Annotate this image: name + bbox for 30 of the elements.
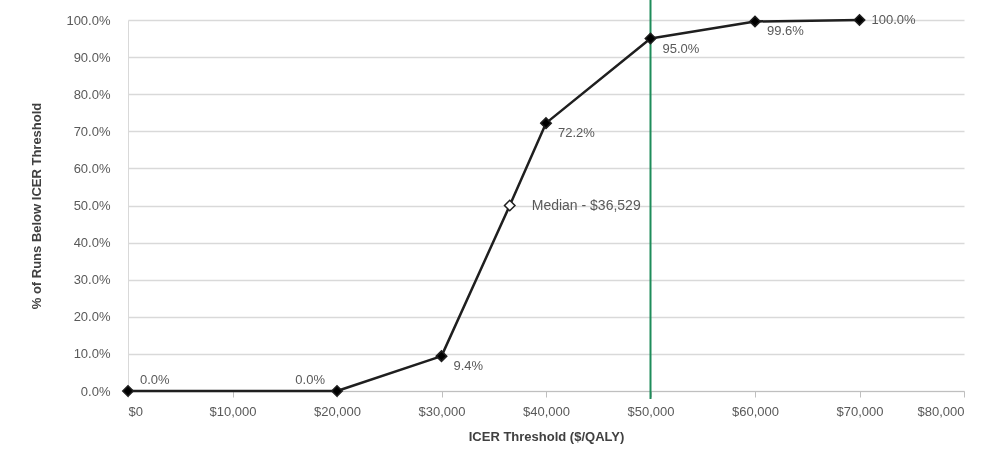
y-tick-label: 10.0%	[73, 346, 111, 362]
y-axis-title: % of Runs Below ICER Threshold	[29, 102, 45, 310]
y-tick-label: 20.0%	[73, 309, 111, 325]
x-tick-label: $80,000	[917, 403, 965, 419]
y-tick-label: 40.0%	[73, 235, 111, 251]
y-tick-label: 60.0%	[73, 160, 111, 176]
x-tick-label: $30,000	[418, 403, 466, 419]
x-tick-label: $0	[128, 403, 143, 419]
y-tick-label: 50.0%	[73, 198, 111, 213]
y-tick-label: 90.0%	[73, 49, 111, 65]
y-tick-label: 0.0%	[80, 383, 111, 399]
data-label: 0.0%	[295, 372, 326, 387]
data-label: 9.4%	[453, 358, 484, 374]
x-axis-title: ICER Threshold ($/QALY)	[468, 428, 625, 444]
data-label: 99.6%	[767, 23, 805, 39]
data-label: 95.0%	[662, 40, 700, 56]
x-tick-label: $20,000	[314, 403, 361, 419]
x-tick-label: $70,000	[836, 403, 884, 419]
y-tick-label: 100.0%	[66, 12, 111, 28]
data-label: 0.0%	[140, 372, 171, 387]
x-tick-label: $10,000	[209, 403, 257, 419]
x-tick-label: $50,000	[627, 403, 675, 419]
x-tick-label: $60,000	[732, 403, 779, 419]
y-tick-label: 80.0%	[73, 86, 111, 102]
y-tick-label: 70.0%	[73, 123, 111, 139]
x-tick-label: $40,000	[523, 403, 570, 419]
annotation: Median - $36,529	[531, 196, 641, 213]
data-label: 100.0%	[871, 12, 917, 27]
data-label: 72.2%	[558, 125, 596, 141]
y-tick-label: 30.0%	[73, 272, 111, 288]
